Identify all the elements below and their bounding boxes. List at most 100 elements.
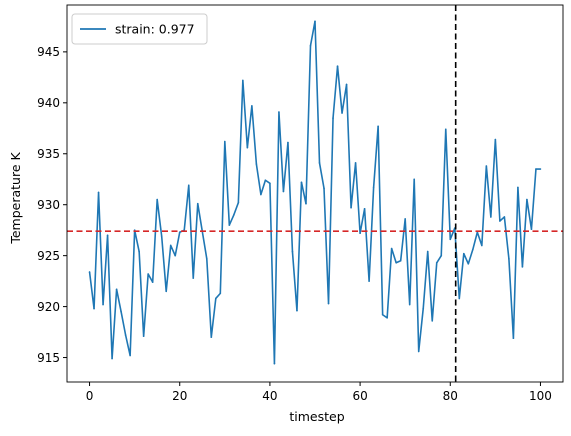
- axes-frame: [66, 4, 564, 383]
- data-point: [260, 193, 262, 196]
- legend: strain: 0.977: [71, 13, 208, 45]
- y-tick-label: 920: [37, 300, 60, 314]
- data-point: [278, 111, 280, 113]
- data-point: [485, 165, 488, 167]
- data-point: [390, 247, 393, 250]
- data-point: [269, 182, 271, 185]
- data-point: [372, 186, 375, 189]
- data-point: [187, 184, 190, 187]
- data-point: [449, 238, 452, 241]
- data-point: [124, 334, 127, 336]
- data-point: [431, 320, 434, 322]
- data-point: [97, 191, 100, 194]
- data-point: [503, 216, 506, 218]
- data-point: [354, 162, 357, 164]
- y-tick-label: 935: [37, 147, 60, 161]
- data-point: [156, 198, 158, 201]
- data-point: [512, 337, 515, 339]
- x-tick-label: 0: [86, 389, 94, 403]
- data-point: [341, 112, 343, 114]
- data-point: [350, 206, 352, 209]
- data-point: [318, 162, 321, 164]
- data-point: [88, 271, 91, 273]
- axes: 0 20 40 60 80 100 915 920 925 930 935 940 945: [37, 4, 564, 403]
- data-point: [530, 228, 533, 230]
- plot-area: [67, 5, 563, 382]
- data-point: [490, 216, 492, 218]
- data-point: [345, 83, 348, 86]
- data-point: [440, 254, 443, 257]
- legend-frame: [71, 13, 208, 45]
- data-point: [246, 146, 249, 149]
- data-point: [413, 178, 416, 181]
- y-tick-label: 940: [37, 96, 60, 110]
- data-point: [521, 266, 524, 268]
- x-axis-label: timestep: [289, 409, 344, 424]
- data-point: [399, 259, 402, 262]
- data-point: [377, 125, 379, 128]
- data-point: [142, 335, 145, 337]
- data-point: [363, 207, 366, 210]
- data-point: [264, 179, 267, 182]
- data-point: [467, 263, 470, 265]
- x-tick-label: 80: [443, 389, 458, 403]
- data-point: [224, 140, 226, 143]
- data-point: [282, 190, 285, 193]
- data-point: [210, 336, 213, 338]
- data-point: [93, 307, 95, 310]
- data-point: [233, 214, 235, 216]
- data-point: [165, 290, 167, 293]
- data-point: [215, 297, 217, 300]
- data-point: [251, 105, 253, 107]
- data-point: [147, 273, 149, 275]
- data-point: [237, 201, 240, 204]
- data-point: [196, 202, 199, 205]
- data-point: [106, 234, 109, 237]
- data-point: [228, 224, 231, 226]
- data-point: [332, 117, 334, 119]
- data-point: [323, 187, 325, 190]
- data-point: [151, 281, 154, 283]
- data-point: [120, 310, 122, 313]
- data-point: [359, 232, 361, 235]
- data-point: [291, 250, 294, 253]
- legend-label: strain: 0.977: [115, 22, 195, 37]
- data-point: [174, 254, 177, 257]
- data-point: [178, 231, 181, 234]
- data-point: [417, 350, 420, 353]
- data-point: [300, 181, 303, 184]
- x-tick-label: 20: [172, 389, 187, 403]
- data-point: [296, 309, 298, 312]
- data-point: [517, 186, 519, 189]
- data-point: [255, 163, 258, 165]
- data-point: [102, 303, 104, 306]
- data-point: [539, 168, 542, 170]
- data-point: [138, 250, 140, 253]
- x-tick-label: 40: [262, 389, 277, 403]
- data-point: [219, 292, 222, 295]
- data-point: [458, 297, 461, 300]
- x-tick-label: 100: [529, 389, 552, 403]
- y-tick-label: 915: [37, 351, 60, 365]
- data-point: [305, 202, 307, 205]
- data-point: [242, 79, 244, 82]
- y-axis-label: Temperature K: [8, 152, 23, 245]
- y-tick-label: 945: [37, 45, 60, 59]
- data-point: [435, 261, 438, 264]
- data-point: [426, 250, 429, 253]
- data-point: [395, 261, 397, 264]
- data-point: [160, 235, 163, 238]
- y-tick-label: 925: [37, 249, 60, 263]
- data-point: [169, 244, 172, 247]
- data-point: [481, 244, 483, 247]
- data-point: [526, 198, 528, 201]
- data-point: [287, 141, 289, 144]
- x-tick-label: 60: [352, 389, 367, 403]
- data-point: [314, 20, 316, 23]
- data-point: [444, 128, 447, 131]
- data-point: [336, 65, 339, 67]
- data-point: [368, 280, 370, 282]
